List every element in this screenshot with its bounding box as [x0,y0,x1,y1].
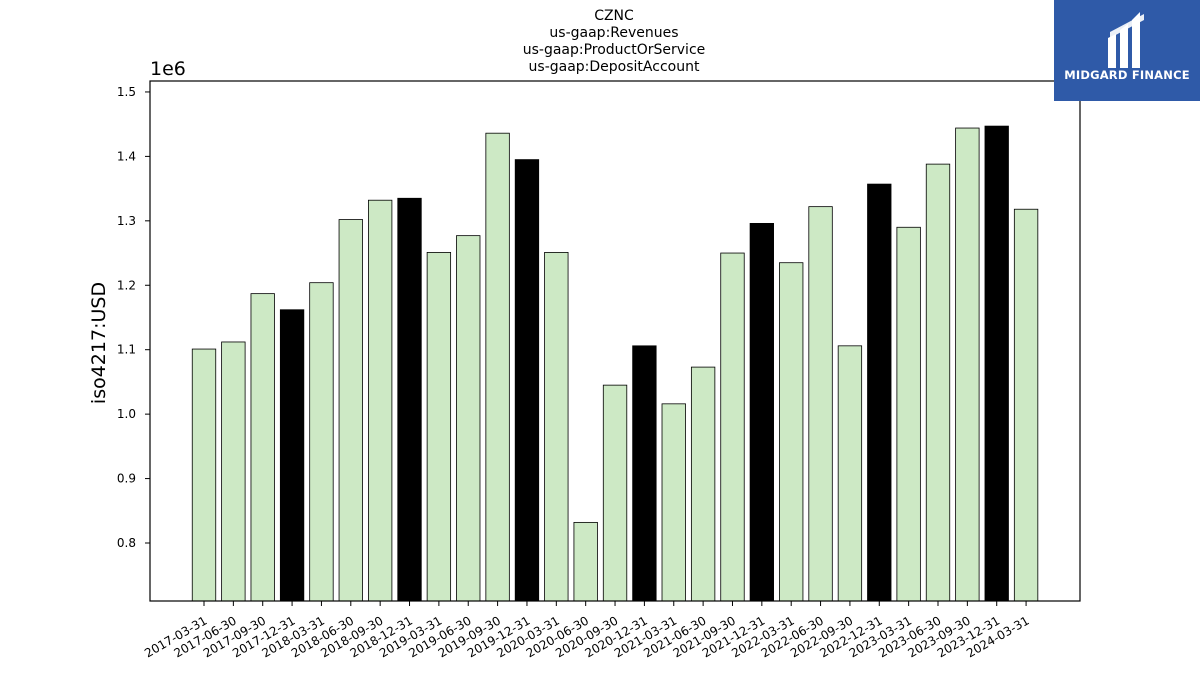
bar-2017-06-30 [221,341,246,602]
y-tick-label: 1.2 [117,278,136,292]
bar-2017-12-31 [279,309,305,602]
bar-2024-03-31 [1013,208,1039,602]
y-tick-label: 0.8 [117,536,136,550]
bar-2022-03-31 [779,262,804,602]
bar-2021-03-31 [661,403,686,602]
bar-2022-09-30 [837,345,863,602]
y-tick-label: 1.0 [117,407,136,421]
bar-2022-12-31 [867,183,892,602]
bar-2017-03-31 [191,348,217,602]
bar-2023-09-30 [955,127,980,602]
brand-logo: MIDGARD FINANCE [1054,0,1200,101]
chart-title: CZNCus-gaap:Revenuesus-gaap:ProductOrSer… [523,8,706,75]
bar-2023-03-31 [896,226,921,602]
x-axis-ticks: 2017-03-312017-06-302017-09-302017-12-31… [142,601,1032,660]
y-axis-label: iso4217:USD [88,282,110,404]
bar-2021-06-30 [690,366,716,602]
bar-2023-06-30 [925,163,951,602]
bar-2018-12-31 [397,197,422,602]
y-tick-label: 1.1 [117,343,136,357]
bar-2023-12-31 [984,125,1009,602]
bar-2018-06-30 [338,219,363,602]
bar-2020-06-30 [573,521,598,602]
logo-text: MIDGARD FINANCE [1064,68,1190,82]
bar-2019-09-30 [485,132,510,602]
chart-title-line: CZNC [594,8,634,24]
bar-2020-09-30 [602,384,628,602]
y-tick-label: 1.5 [117,85,136,99]
chart-title-line: us-gaap:DepositAccount [529,59,700,75]
y-tick-label: 1.3 [117,214,136,228]
y-tick-label: 0.9 [117,472,136,486]
chart-title-line: us-gaap:Revenues [549,25,678,41]
bar-2019-03-31 [426,251,452,602]
bar-2020-03-31 [544,251,569,602]
bar-2022-06-30 [808,206,833,602]
bar-2020-12-31 [632,345,657,602]
logo-mark-icon [1108,12,1144,68]
bar-2019-06-30 [456,235,481,602]
bar-2018-09-30 [368,199,393,602]
chart-title-line: us-gaap:ProductOrService [523,42,706,58]
bars [191,125,1039,602]
y-axis-ticks: 0.8 0.9 1.0 1.1 1.2 1.3 1.4 1.5 [117,85,150,550]
bar-2017-09-30 [250,293,275,602]
bar-2021-09-30 [720,252,745,602]
bar-2019-12-31 [514,159,540,602]
y-offset-label: 1e6 [150,58,186,80]
bar-2018-03-31 [309,282,334,602]
plot-frame [149,80,1081,602]
bar-2021-12-31 [749,222,774,602]
y-tick-label: 1.4 [117,149,136,163]
